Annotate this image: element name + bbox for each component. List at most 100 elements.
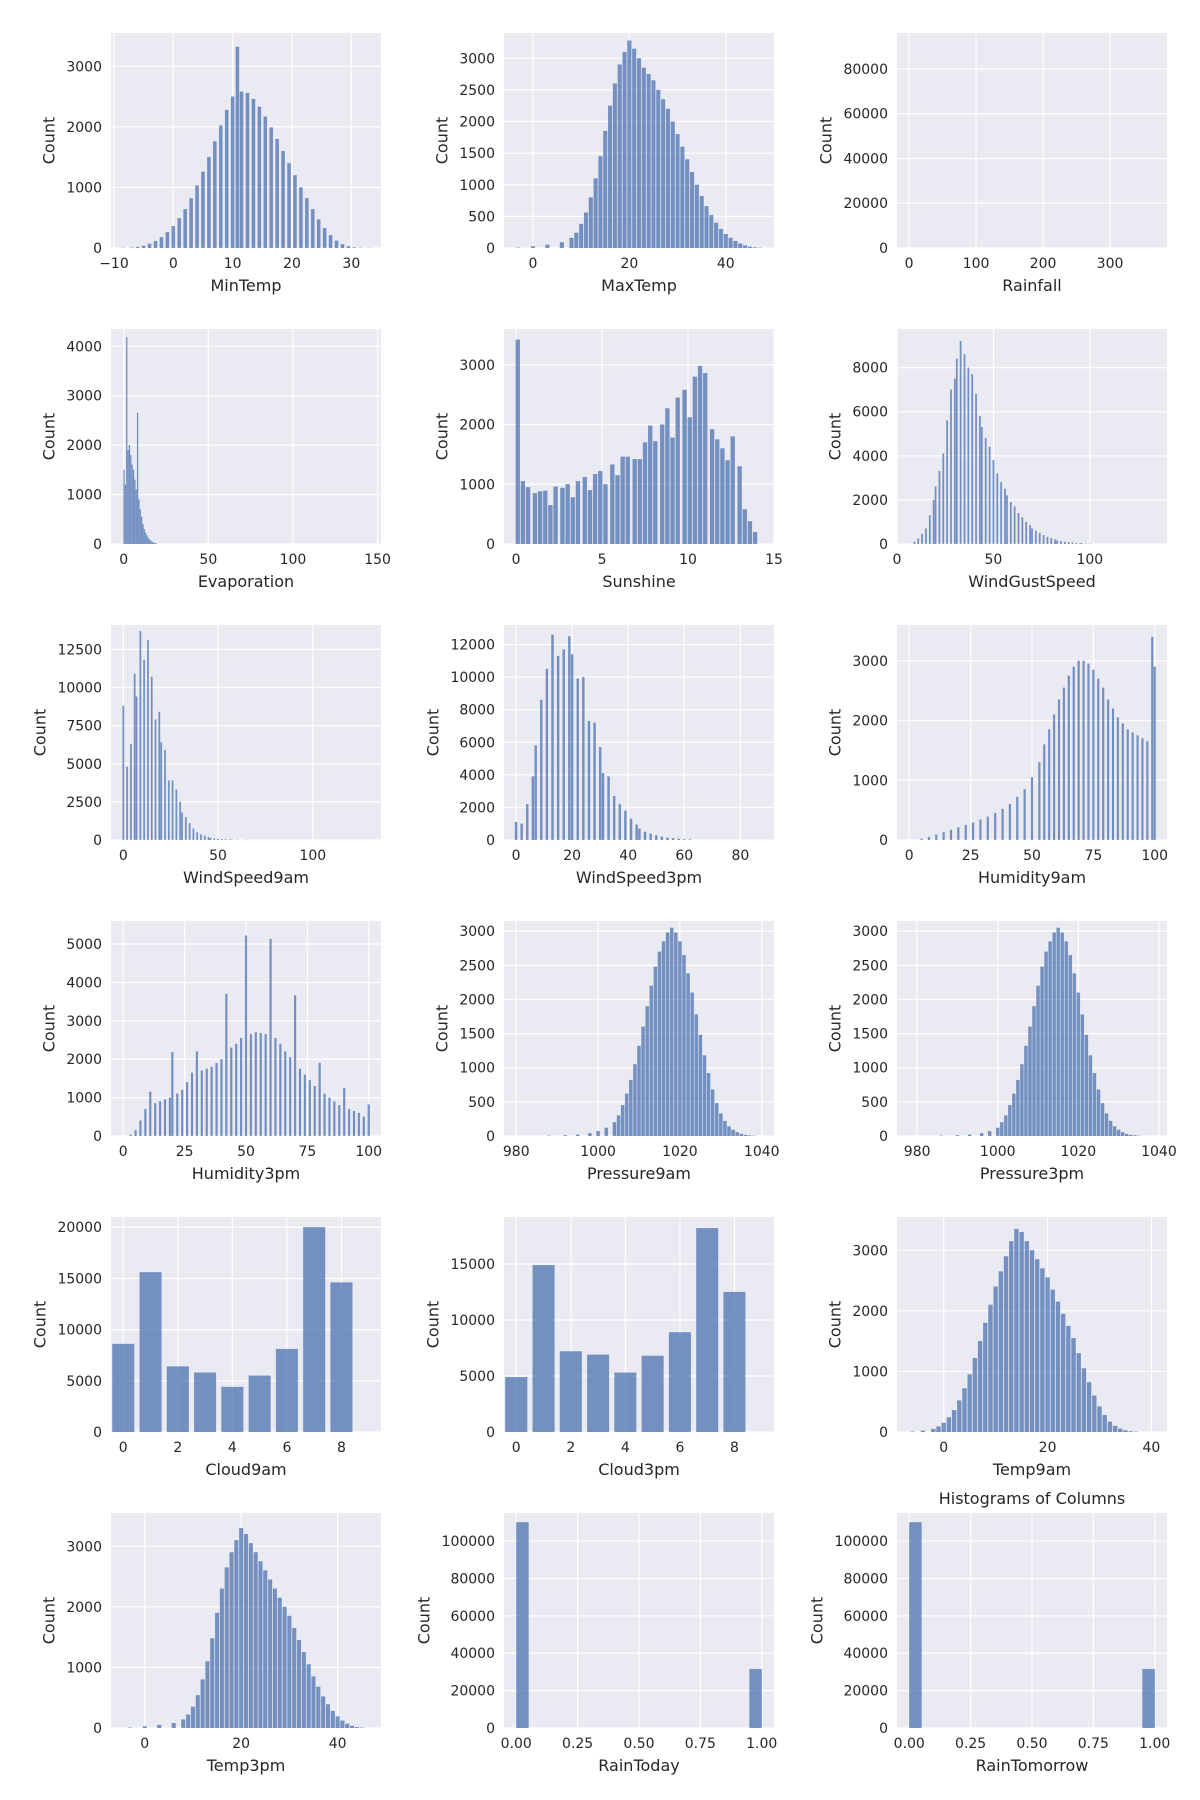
histogram-bar — [213, 838, 216, 840]
histogram-bar — [301, 1652, 306, 1728]
x-tick-label: 0 — [169, 256, 178, 272]
x-axis-label: WindGustSpeed — [968, 572, 1096, 591]
y-tick-label: 0 — [879, 537, 888, 553]
histogram-bar — [920, 1430, 926, 1432]
y-tick-label: 0 — [93, 241, 102, 257]
y-axis-label: Count — [825, 709, 844, 757]
y-tick-label: 0 — [486, 833, 495, 849]
histogram-bar — [980, 426, 983, 544]
x-tick-label: 100 — [963, 256, 990, 272]
y-tick-label: 2500 — [459, 83, 495, 99]
histogram-bar — [587, 490, 593, 544]
histogram-bar — [921, 533, 924, 544]
x-tick-label: 1020 — [1061, 1144, 1097, 1160]
y-tick-label: 2000 — [852, 714, 888, 730]
histogram-bar — [1076, 1353, 1082, 1432]
histogram-bar — [205, 1661, 210, 1728]
histogram-bar — [624, 1093, 629, 1136]
histogram-bar — [653, 966, 658, 1136]
histogram-bar — [221, 1386, 244, 1432]
y-tick-label: 3000 — [66, 389, 102, 405]
x-tick-label: 50 — [199, 552, 217, 568]
histogram-bar — [201, 171, 205, 248]
histogram-bar — [618, 803, 622, 840]
histogram-bar — [941, 1422, 947, 1432]
histogram-bar — [298, 1068, 302, 1136]
histogram-bar — [988, 446, 991, 544]
histogram-bar — [296, 1639, 302, 1728]
histogram-bar — [243, 1533, 249, 1728]
y-tick-label: 2000 — [852, 1304, 888, 1320]
y-tick-label: 0 — [486, 537, 495, 553]
histogram-bar — [1086, 1382, 1092, 1432]
x-tick-label: 1040 — [1141, 1144, 1177, 1160]
x-tick-label: 0 — [119, 1144, 128, 1160]
histogram-bar — [999, 1122, 1004, 1136]
histogram-bar — [135, 246, 140, 248]
histogram-bar — [234, 1043, 238, 1136]
histogram-bar — [181, 812, 184, 840]
histogram-bar — [1104, 1113, 1109, 1136]
histogram-bar — [112, 1343, 135, 1432]
histogram-bar — [607, 105, 613, 248]
histogram-bar — [1087, 663, 1090, 840]
histogram-bar — [682, 954, 686, 1136]
y-tick-label: 0 — [93, 1425, 102, 1441]
histogram-bar — [692, 376, 698, 544]
x-tick-label: 60 — [675, 848, 693, 864]
histogram-bar — [306, 1664, 311, 1728]
histogram-bar — [670, 437, 675, 544]
histogram-bar — [665, 408, 670, 544]
histogram-bar — [530, 246, 536, 248]
histogram-bar — [718, 1113, 723, 1136]
histogram-bar — [190, 1072, 194, 1136]
x-tick-label: 30 — [342, 256, 360, 272]
histogram-bar — [1084, 1034, 1089, 1136]
histogram-bar — [146, 535, 148, 544]
histogram-bar — [210, 1066, 213, 1136]
y-axis-label: Count — [424, 709, 443, 757]
y-tick-label: 2500 — [459, 958, 495, 974]
histogram-bar — [582, 676, 585, 840]
x-tick-label: 50 — [209, 848, 227, 864]
x-axis-label: Humidity9am — [978, 868, 1086, 887]
histogram-bar — [150, 676, 153, 840]
bars — [516, 40, 762, 248]
histogram-bar — [253, 1552, 258, 1728]
histogram-bar — [275, 138, 280, 248]
histogram-bar — [133, 673, 136, 840]
histogram-bar — [126, 766, 129, 840]
histogram-bar — [1116, 1129, 1121, 1136]
histogram-bar — [562, 649, 566, 840]
x-axis-label: Humidity3pm — [192, 1164, 300, 1183]
x-axis-label: MaxTemp — [601, 276, 677, 295]
histogram-bar — [340, 244, 345, 248]
histogram-bar — [1136, 735, 1139, 840]
histogram-bar — [287, 1615, 292, 1728]
x-tick-label: 1040 — [744, 1144, 780, 1160]
plot-area — [111, 329, 381, 544]
histogram-bar — [645, 1006, 650, 1136]
histogram-bar — [704, 206, 709, 248]
histogram-bar — [570, 654, 574, 840]
histogram-bar — [525, 487, 531, 544]
histogram-bar — [531, 776, 535, 840]
histogram-bar — [171, 1722, 176, 1728]
histogram-bar — [685, 159, 690, 248]
histogram-bar — [333, 1101, 336, 1136]
histogram-bar — [665, 932, 670, 1136]
y-axis-label: Count — [39, 413, 58, 461]
x-tick-label: 80 — [731, 848, 749, 864]
histogram-bar — [643, 831, 647, 840]
y-tick-label: 7500 — [66, 719, 102, 735]
histogram-bar — [995, 1127, 1000, 1136]
x-tick-label: 0.25 — [562, 1736, 593, 1752]
histogram-bar — [653, 441, 658, 544]
histogram-bar — [200, 834, 202, 840]
y-axis-label: Count — [415, 1597, 434, 1645]
y-axis-label: Count — [39, 1597, 58, 1645]
histogram-bar — [346, 246, 351, 248]
histogram-bar — [129, 1134, 132, 1136]
histogram-bar — [1121, 723, 1124, 840]
